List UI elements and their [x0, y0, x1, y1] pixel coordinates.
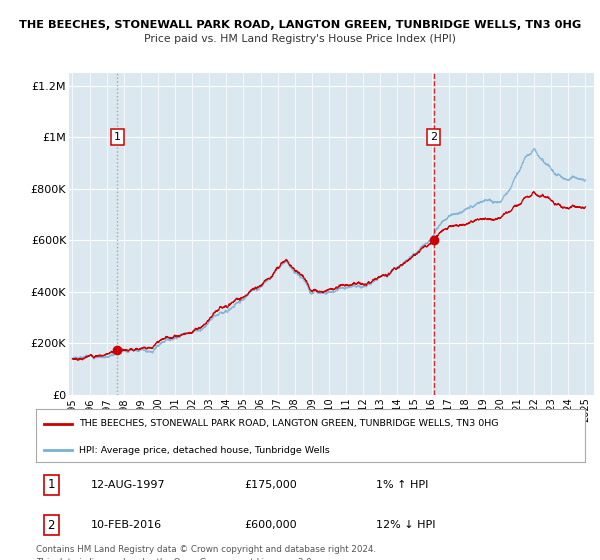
Text: £600,000: £600,000 [245, 520, 297, 530]
Text: 1: 1 [113, 132, 121, 142]
Text: 2: 2 [430, 132, 437, 142]
Text: THE BEECHES, STONEWALL PARK ROAD, LANGTON GREEN, TUNBRIDGE WELLS, TN3 0HG: THE BEECHES, STONEWALL PARK ROAD, LANGTO… [19, 20, 581, 30]
Text: Contains HM Land Registry data © Crown copyright and database right 2024.: Contains HM Land Registry data © Crown c… [36, 545, 376, 554]
Text: 1% ↑ HPI: 1% ↑ HPI [376, 480, 429, 490]
Text: HPI: Average price, detached house, Tunbridge Wells: HPI: Average price, detached house, Tunb… [79, 446, 329, 455]
Text: 1: 1 [47, 478, 55, 492]
Text: Price paid vs. HM Land Registry's House Price Index (HPI): Price paid vs. HM Land Registry's House … [144, 34, 456, 44]
Text: 2: 2 [47, 519, 55, 532]
Text: £175,000: £175,000 [245, 480, 298, 490]
Text: 12-AUG-1997: 12-AUG-1997 [91, 480, 166, 490]
Text: This data is licensed under the Open Government Licence v3.0.: This data is licensed under the Open Gov… [36, 558, 314, 560]
Text: 10-FEB-2016: 10-FEB-2016 [91, 520, 162, 530]
Text: THE BEECHES, STONEWALL PARK ROAD, LANGTON GREEN, TUNBRIDGE WELLS, TN3 0HG: THE BEECHES, STONEWALL PARK ROAD, LANGTO… [79, 419, 499, 428]
Text: 12% ↓ HPI: 12% ↓ HPI [376, 520, 436, 530]
